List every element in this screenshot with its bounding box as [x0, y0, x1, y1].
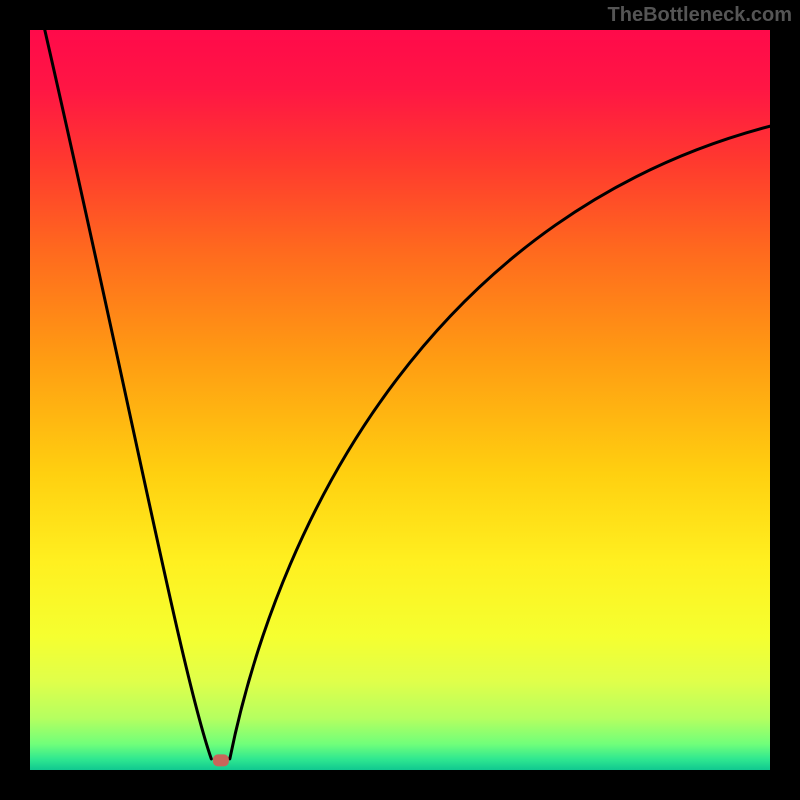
- watermark-text: TheBottleneck.com: [608, 4, 792, 27]
- curve-svg: [30, 30, 770, 770]
- curve-right-branch: [230, 126, 770, 759]
- minimum-marker: [213, 754, 229, 766]
- curve-left-branch: [45, 30, 212, 759]
- chart-canvas: TheBottleneck.com: [0, 0, 800, 800]
- plot-area: [30, 30, 770, 770]
